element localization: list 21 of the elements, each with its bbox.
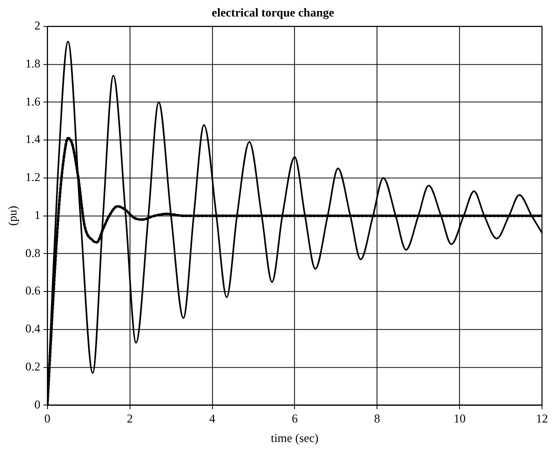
x-tick-label: 0 — [44, 412, 50, 426]
chart-title: electrical torque change — [212, 5, 335, 20]
y-tick-label: 0.6 — [25, 284, 40, 298]
y-axis-title: (pu) — [5, 206, 20, 226]
y-tick-label: 1 — [34, 208, 40, 222]
x-tick-label: 12 — [536, 412, 548, 426]
x-tick-label: 4 — [209, 412, 216, 426]
x-tick-label: 10 — [454, 412, 466, 426]
y-tick-label: 0.8 — [25, 246, 40, 260]
y-tick-label: 1.2 — [25, 170, 40, 184]
y-tick-label: 1.4 — [25, 132, 40, 146]
y-tick-label: 0.4 — [25, 322, 40, 336]
y-tick-label: 0 — [34, 397, 40, 412]
y-tick-label: 2 — [34, 18, 40, 33]
x-tick-label: 2 — [126, 412, 133, 426]
x-tick-label: 8 — [374, 412, 380, 426]
x-axis-title: time (sec) — [270, 430, 319, 445]
y-tick-label: 0.2 — [25, 359, 40, 374]
y-tick-label: 1.6 — [25, 94, 40, 108]
x-tick-label: 6 — [292, 412, 298, 426]
y-tick-label: 1.8 — [25, 56, 40, 70]
